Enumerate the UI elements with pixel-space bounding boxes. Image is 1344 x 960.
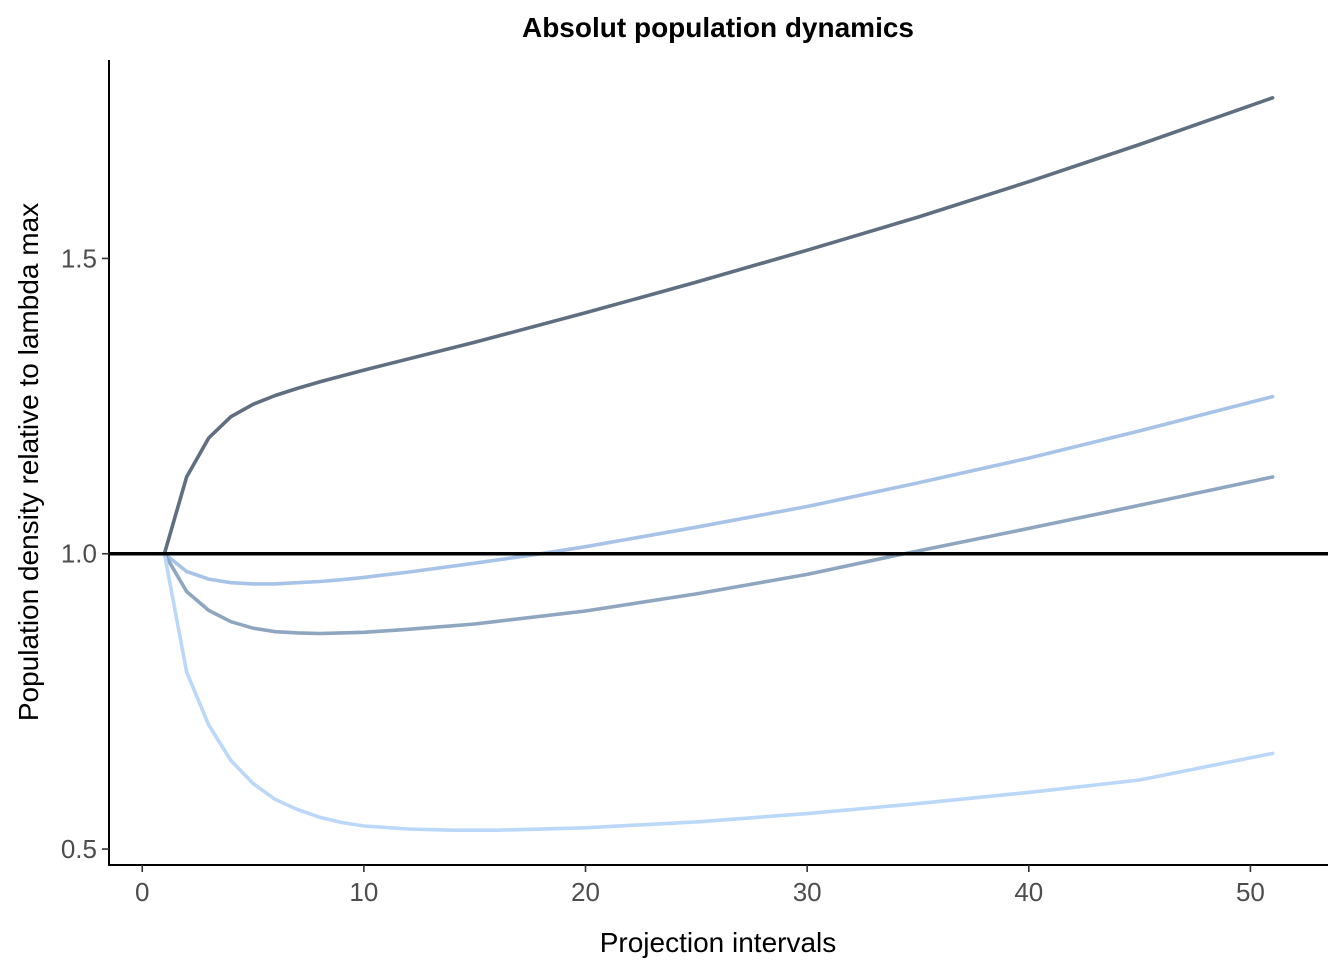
series-line-2 <box>162 394 1275 586</box>
series-line-4 <box>162 551 1275 833</box>
x-tick-label: 50 <box>1236 877 1265 907</box>
chart-title: Absolut population dynamics <box>522 12 914 43</box>
x-tick-label: 10 <box>349 877 378 907</box>
y-tick-label: 0.5 <box>61 834 97 864</box>
x-tick-label: 0 <box>135 877 149 907</box>
plot-area: 0 10 20 30 40 50 0.5 1.0 1.5 <box>61 60 1328 907</box>
x-tick-label: 30 <box>793 877 822 907</box>
x-tick-label: 40 <box>1014 877 1043 907</box>
y-axis-title: Population density relative to lambda ma… <box>13 203 44 721</box>
series-line-1 <box>162 96 1275 556</box>
y-tick-label: 1.0 <box>61 539 97 569</box>
y-tick-label: 1.5 <box>61 243 97 273</box>
x-tick-label: 20 <box>571 877 600 907</box>
series-line-3 <box>162 475 1275 636</box>
x-axis-title: Projection intervals <box>600 927 837 958</box>
